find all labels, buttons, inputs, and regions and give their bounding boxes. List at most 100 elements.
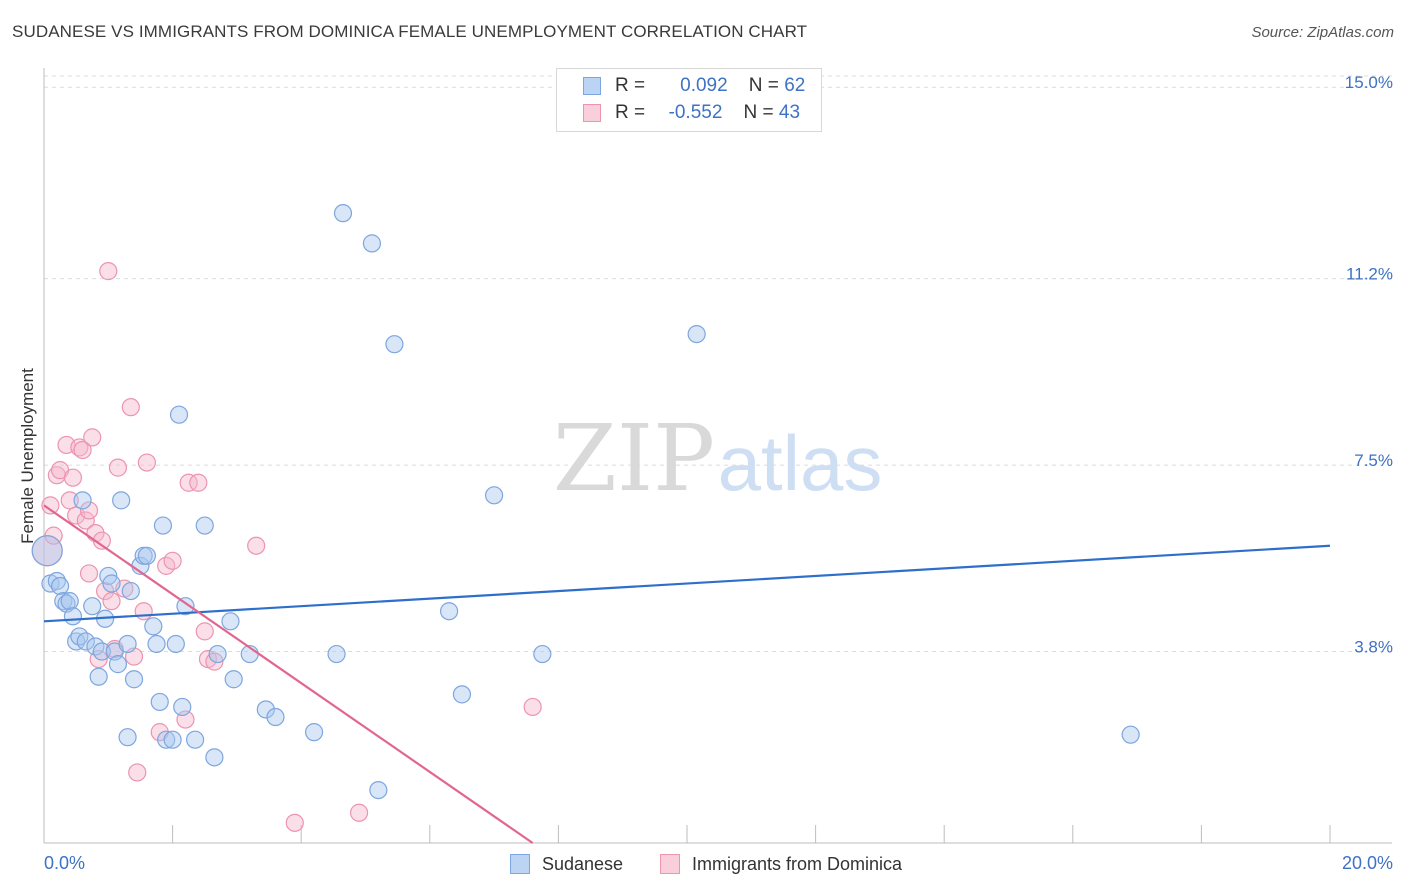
legend-row-sudanese: R = 0.092 N = 62 bbox=[583, 73, 805, 99]
y-tick-label: 3.8% bbox=[1354, 638, 1393, 657]
legend-r-label: R = bbox=[615, 102, 646, 123]
sudanese-point bbox=[137, 546, 156, 565]
sudanese-trend-line bbox=[43, 544, 1331, 623]
source-label: Source: ZipAtlas.com bbox=[1251, 24, 1394, 41]
sudanese-point bbox=[50, 576, 70, 596]
legend-n-label: N = bbox=[743, 102, 774, 123]
legend-n-value: 62 bbox=[784, 75, 806, 96]
dominica-point bbox=[195, 622, 214, 641]
dominica-point bbox=[41, 496, 60, 515]
dominica-point bbox=[70, 438, 89, 457]
dominica-point bbox=[189, 473, 208, 492]
legend-r-label: R = bbox=[615, 75, 646, 96]
dominica-point bbox=[349, 803, 369, 822]
legend-r-value: 0.092 bbox=[680, 75, 728, 96]
sudanese-point bbox=[452, 685, 472, 704]
sudanese-point bbox=[67, 632, 86, 651]
dominica-point bbox=[108, 458, 128, 477]
sudanese-point bbox=[60, 592, 79, 611]
sudanese-point bbox=[533, 644, 552, 664]
sudanese-point bbox=[147, 634, 166, 654]
dominica-point bbox=[83, 428, 102, 447]
dominica-point bbox=[128, 763, 147, 782]
sudanese-point bbox=[327, 644, 346, 664]
dominica-point bbox=[163, 551, 182, 570]
sudanese-point bbox=[687, 324, 706, 344]
sudanese-point bbox=[102, 574, 121, 593]
sudanese-point bbox=[333, 204, 353, 223]
dominica-point bbox=[60, 491, 79, 510]
watermark-atlas: atlas bbox=[718, 419, 883, 507]
x-tick-label: 0.0% bbox=[44, 853, 85, 873]
dominica-trend-line bbox=[43, 504, 534, 844]
sudanese-point bbox=[54, 592, 73, 611]
sudanese-point bbox=[224, 670, 243, 689]
dominica-point bbox=[285, 813, 304, 832]
sudanese-point bbox=[83, 597, 102, 616]
sudanese-point bbox=[112, 491, 131, 510]
sudanese-point bbox=[89, 667, 108, 686]
x-tick-label: 20.0% bbox=[1342, 853, 1393, 873]
sudanese-point bbox=[266, 707, 285, 727]
bottom-legend-label-sudanese: Sudanese bbox=[542, 853, 624, 874]
sudanese-point bbox=[157, 730, 176, 749]
sudanese-point bbox=[173, 697, 192, 717]
bottom-legend-label-dominica: Immigrants from Dominica bbox=[692, 853, 903, 874]
dominica-point bbox=[121, 398, 140, 417]
sudanese-point bbox=[256, 700, 275, 719]
bottom-legend-swatch-sudanese bbox=[510, 854, 530, 874]
sudanese-point bbox=[121, 581, 140, 601]
sudanese-point bbox=[205, 748, 224, 767]
sudanese-point bbox=[73, 491, 92, 510]
dominica-point bbox=[134, 602, 153, 621]
grid-lines bbox=[44, 75, 1392, 653]
bottom-legend-swatch-dominica bbox=[660, 854, 680, 874]
dominica-point bbox=[73, 440, 92, 460]
legend-n-label: N = bbox=[748, 75, 779, 96]
sudanese-point bbox=[31, 535, 63, 567]
legend-r-value: -0.552 bbox=[668, 102, 723, 123]
sudanese-point bbox=[369, 780, 388, 800]
tick-labels: 3.8% 7.5% 11.2% 15.0% 0.0% 20.0% bbox=[44, 73, 1393, 873]
sudanese-point bbox=[385, 335, 404, 354]
sudanese-point bbox=[63, 607, 83, 626]
dominica-point bbox=[76, 511, 95, 530]
sudanese-point bbox=[208, 644, 227, 664]
y-tick-label: 15.0% bbox=[1345, 73, 1393, 92]
sudanese-point bbox=[118, 634, 137, 654]
dominica-point bbox=[523, 697, 542, 717]
sudanese-point bbox=[144, 617, 163, 636]
legend-row-dominica: R = -0.552 N = 43 bbox=[583, 100, 800, 126]
y-axis-label: Female Unemployment bbox=[18, 368, 37, 544]
sudanese-point bbox=[195, 516, 214, 535]
sudanese-point bbox=[304, 723, 324, 742]
sudanese-point bbox=[362, 234, 382, 253]
axes bbox=[43, 68, 1392, 844]
dominica-point bbox=[99, 262, 118, 281]
sudanese-point bbox=[166, 634, 185, 654]
sudanese-point bbox=[1121, 725, 1140, 744]
sudanese-point bbox=[153, 516, 173, 535]
sudanese-point bbox=[76, 632, 95, 651]
watermark-zip: ZIP bbox=[553, 405, 715, 512]
dominica-point bbox=[179, 473, 198, 492]
dominica-point bbox=[102, 592, 121, 611]
bottom-legend-sudanese: Sudanese bbox=[510, 851, 623, 877]
sudanese-point bbox=[92, 642, 111, 661]
dominica-point bbox=[137, 453, 156, 472]
series-dominica-points bbox=[31, 262, 542, 832]
dominica-point bbox=[95, 581, 115, 601]
sudanese-point bbox=[124, 670, 144, 689]
sudanese-point bbox=[150, 692, 169, 712]
sudanese-point bbox=[118, 728, 137, 747]
legend-swatch-sudanese bbox=[583, 77, 601, 95]
chart-title: SUDANESE VS IMMIGRANTS FROM DOMINICA FEM… bbox=[12, 22, 808, 41]
series-sudanese-points bbox=[31, 204, 1140, 800]
sudanese-point bbox=[169, 405, 189, 424]
legend-swatch-dominica bbox=[583, 104, 601, 122]
dominica-point bbox=[79, 501, 99, 520]
sudanese-point bbox=[176, 597, 195, 616]
correlation-legend: R = 0.092 N = 62 R = -0.552 N = 43 bbox=[556, 68, 822, 132]
sudanese-point bbox=[163, 730, 182, 749]
